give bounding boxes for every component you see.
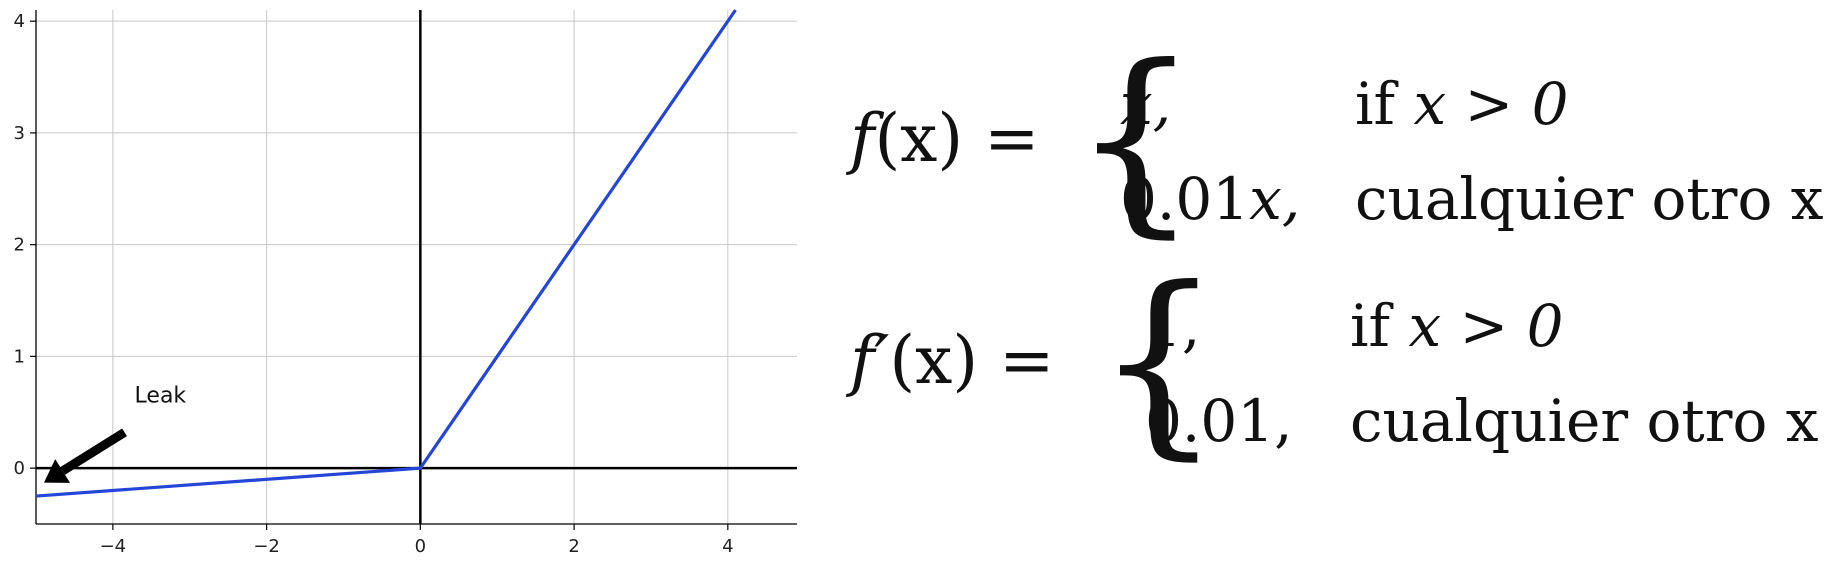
case1-cond-math: x > 0 xyxy=(1408,292,1564,360)
leaky-relu-chart: −4 −2 0 2 4 0 1 2 3 4 Leak xyxy=(14,9,797,557)
x-tick-label: 2 xyxy=(568,536,579,557)
x-tick-label: 0 xyxy=(415,536,426,557)
annotations: Leak xyxy=(44,383,186,483)
equation-lhs: f(x) = xyxy=(850,100,1039,177)
case1-expr-text: x, xyxy=(1120,70,1172,138)
case1-if: if xyxy=(1350,292,1391,360)
leaky-relu-equation: f(x) = { x, if x > 0 0.01x, cualquier ot… xyxy=(850,40,1825,250)
equation-lhs-rest: (x) = xyxy=(889,322,1055,399)
case1-cond-math: x > 0 xyxy=(1413,70,1569,138)
formula-panel: f(x) = { x, if x > 0 0.01x, cualquier ot… xyxy=(850,40,1825,540)
case1-condition: if x > 0 xyxy=(1350,292,1564,360)
tick-labels: −4 −2 0 2 4 0 1 2 3 4 xyxy=(14,11,734,557)
series-layer xyxy=(35,9,737,498)
leaky-relu-derivative-equation: f′(x) = { 1, if x > 0 0.01, cualquier ot… xyxy=(850,262,1825,472)
case1-expression: x, xyxy=(1120,70,1171,138)
left-brace: { xyxy=(1095,245,1223,478)
y-tick-label: 2 xyxy=(14,235,25,256)
case1-if: if xyxy=(1355,70,1396,138)
y-tick-label: 0 xyxy=(14,458,25,479)
y-tick-label: 3 xyxy=(14,123,25,144)
left-brace: { xyxy=(1072,23,1200,256)
equation-lhs: f′(x) = xyxy=(850,322,1054,399)
case2-coef: 0.01 xyxy=(1120,165,1250,233)
y-tick-label: 4 xyxy=(14,11,25,32)
equation-lhs-rest: (x) = xyxy=(874,100,1040,177)
y-tick-label: 1 xyxy=(14,346,25,367)
series-line xyxy=(35,9,737,498)
annotation-arrow-head xyxy=(44,459,71,483)
annotation-arrow-shaft xyxy=(60,428,127,475)
case2-condition: cualquier otro x xyxy=(1355,165,1824,233)
annotation-label: Leak xyxy=(135,383,187,408)
case2-expression: 0.01x, xyxy=(1120,165,1300,233)
derivative-symbol: f′ xyxy=(850,322,890,399)
x-tick-label: −4 xyxy=(100,536,127,557)
x-tick-label: −2 xyxy=(253,536,280,557)
case1-condition: if x > 0 xyxy=(1355,70,1569,138)
case2-expression: 0.01, xyxy=(1145,387,1293,455)
function-symbol: f xyxy=(850,100,875,177)
case2-var: x, xyxy=(1249,165,1301,233)
case1-expression: 1, xyxy=(1145,292,1201,360)
x-tick-label: 4 xyxy=(722,536,733,557)
case2-condition: cualquier otro x xyxy=(1350,387,1819,455)
